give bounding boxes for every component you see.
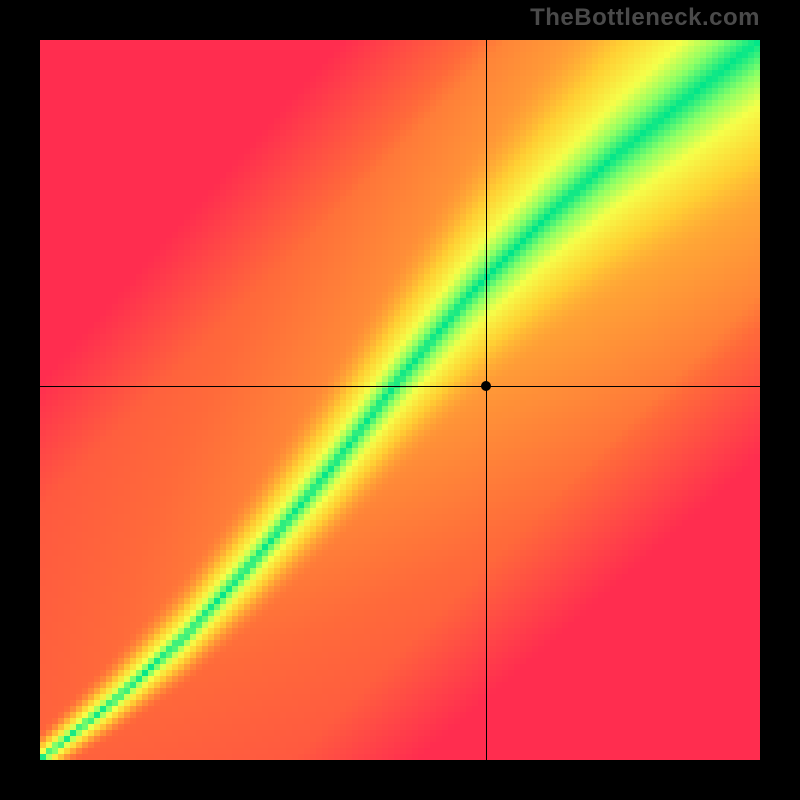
chart-frame: TheBottleneck.com — [0, 0, 800, 800]
plot-area — [40, 40, 760, 760]
heatmap-canvas — [40, 40, 760, 760]
watermark-text: TheBottleneck.com — [530, 4, 760, 32]
